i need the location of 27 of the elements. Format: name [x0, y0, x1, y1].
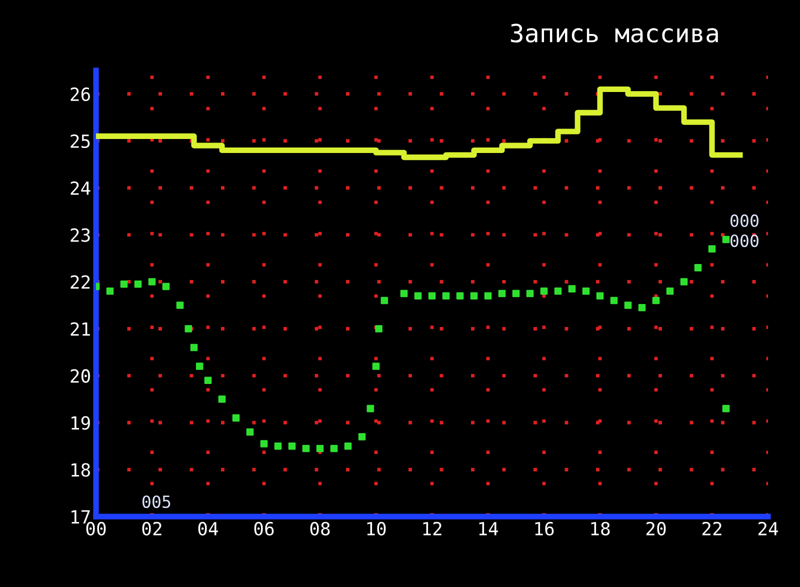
x-tick-label: 00 — [86, 522, 106, 536]
annotation: 000 — [730, 214, 758, 227]
y-tick-label: 24 — [70, 181, 90, 195]
y-tick-label: 21 — [70, 322, 90, 336]
x-tick-label: 22 — [702, 522, 722, 536]
x-tick-label: 16 — [535, 522, 554, 536]
x-tick-label: 14 — [479, 522, 498, 536]
y-tick-label: 22 — [70, 275, 90, 289]
x-tick-label: 18 — [591, 522, 610, 536]
annotation: 005 — [142, 495, 170, 508]
x-tick-label: 12 — [423, 522, 442, 536]
y-tick-label: 26 — [70, 87, 90, 102]
x-tick-label: 24 — [758, 522, 778, 536]
x-tick-label: 08 — [310, 522, 330, 536]
y-tick-label: 20 — [70, 369, 90, 383]
y-tick-label: 25 — [70, 134, 90, 148]
x-tick-label: 20 — [646, 522, 666, 536]
y-tick-label: 18 — [72, 463, 90, 477]
chart-title: Запись массива — [510, 24, 718, 43]
y-tick-label: 19 — [72, 416, 90, 430]
x-tick-label: 06 — [254, 522, 274, 536]
annotation: 000 — [730, 234, 758, 248]
y-tick-label: 23 — [70, 228, 90, 242]
y-tick-label: 17 — [72, 510, 90, 524]
x-tick-label: 10 — [367, 522, 386, 536]
x-tick-label: 02 — [142, 522, 162, 536]
x-tick-label: 04 — [198, 522, 218, 536]
